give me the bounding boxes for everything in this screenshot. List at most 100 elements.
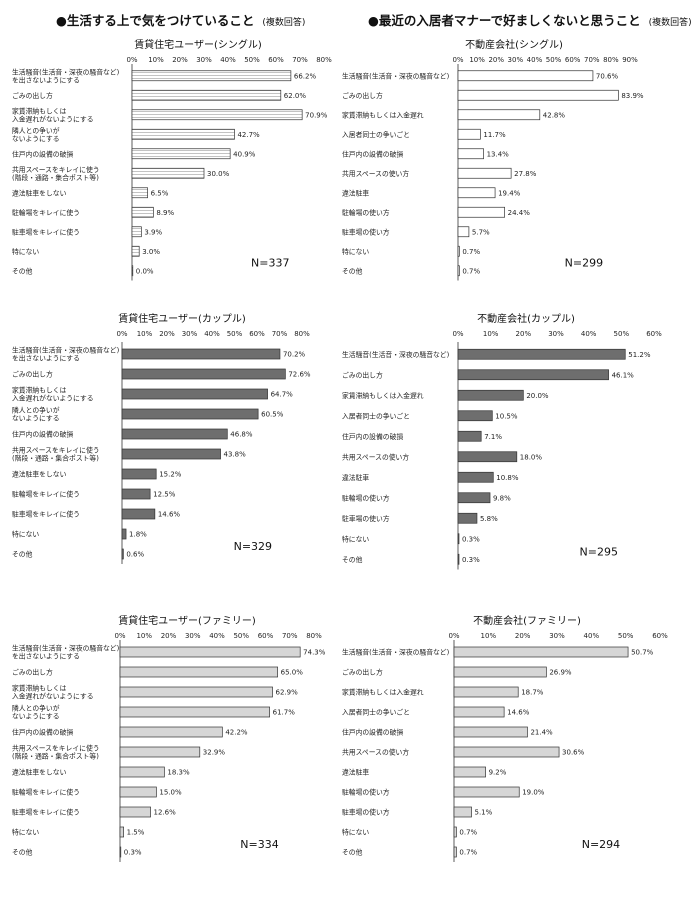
x-tick-label: 40%	[209, 632, 225, 640]
x-tick-label: 50%	[614, 330, 630, 338]
chart-title: 不動産会社(カップル)	[477, 312, 575, 325]
bar	[457, 369, 609, 381]
category-label: 駐輪場の使い方	[342, 208, 390, 217]
bar	[131, 89, 282, 101]
category-label: 駐車場の使い方	[342, 808, 390, 817]
value-label: 65.0%	[281, 669, 304, 677]
bar	[121, 388, 268, 400]
chart-realtor-single: 不動産会社(シングル)0% 10% 20% 30% 40% 50% 60% 70% 80% 90%…	[342, 38, 644, 281]
value-label: 14.6%	[507, 709, 530, 717]
x-tick-label: 40%	[584, 632, 600, 640]
x-tick-label: 10%	[148, 56, 164, 64]
chart-title: 賃貸住宅ユーザー(シングル)	[134, 38, 262, 51]
value-label: 24.4%	[508, 209, 531, 217]
value-label: 0.0%	[136, 267, 154, 275]
bar	[453, 786, 520, 798]
category-label: その他	[342, 266, 363, 275]
value-label: 6.5%	[151, 189, 169, 197]
bar	[457, 348, 626, 360]
category-label: 隣人との争いがないようにする	[12, 704, 60, 721]
x-tick-label: 0%	[452, 330, 463, 338]
category-label: 住戸内の設備の破損	[342, 728, 403, 737]
chart-user-couple: 賃貸住宅ユーザー(カップル) 0% 10% 20% 30% 40% 50% 60% 70% 80%…	[12, 312, 311, 564]
value-label: 5.8%	[480, 515, 498, 523]
x-tick-label: 60%	[268, 56, 284, 64]
bar	[457, 128, 481, 140]
value-label: 60.5%	[261, 411, 284, 419]
bar	[131, 187, 148, 199]
sample-size-label: N=329	[234, 540, 272, 553]
bar	[453, 746, 560, 758]
category-label: 駐輪場をキレイに使う	[12, 208, 80, 217]
value-label: 0.7%	[459, 849, 477, 857]
value-label: 42.8%	[543, 111, 566, 119]
x-tick-label: 50%	[227, 330, 243, 338]
value-label: 7.1%	[484, 433, 502, 441]
x-tick-label: 80%	[316, 56, 332, 64]
bar	[457, 226, 470, 238]
value-label: 70.6%	[596, 72, 619, 80]
category-label: ごみの出し方	[342, 370, 383, 379]
value-label: 64.7%	[271, 391, 294, 399]
sample-size-label: N=299	[565, 257, 603, 270]
bar	[457, 89, 619, 101]
category-label: 生活騒音(生活音・深夜の騒音など)	[342, 350, 450, 359]
x-tick-label: 10%	[136, 632, 152, 640]
value-label: 0.7%	[459, 829, 477, 837]
chart-title: 不動産会社(シングル)	[465, 38, 563, 51]
x-tick-label: 60%	[249, 330, 265, 338]
bar	[131, 206, 154, 218]
bar	[121, 368, 286, 380]
value-label: 3.9%	[144, 228, 162, 236]
category-label: 駐輪場の使い方	[342, 788, 390, 797]
value-label: 0.7%	[462, 267, 480, 275]
value-label: 10.5%	[495, 412, 518, 420]
x-tick-label: 20%	[172, 56, 188, 64]
bar	[453, 846, 457, 858]
x-tick-label: 30%	[182, 330, 198, 338]
category-label: ごみの出し方	[12, 668, 53, 677]
x-tick-label: 20%	[161, 632, 177, 640]
bar	[121, 348, 281, 360]
category-label: ごみの出し方	[342, 91, 383, 100]
x-tick-label: 0%	[448, 632, 459, 640]
x-tick-label: 20%	[516, 330, 532, 338]
bar	[131, 70, 292, 82]
category-label: 駐車場をキレイに使う	[12, 510, 80, 519]
bar	[131, 226, 142, 238]
chart-user-single: 賃貸住宅ユーザー(シングル) 0% 10% 20% 30% 40% 50% 60% 70% 80%…	[12, 38, 332, 281]
value-label: 1.8%	[129, 531, 147, 539]
bar	[453, 726, 528, 738]
x-tick-label: 0%	[126, 56, 137, 64]
value-label: 9.2%	[489, 769, 507, 777]
category-label: 生活騒音(生活音・深夜の騒音など)	[342, 648, 450, 657]
bar	[457, 471, 494, 483]
bar	[119, 706, 270, 718]
bar	[119, 686, 273, 698]
bar	[453, 646, 629, 658]
bar	[457, 451, 518, 463]
category-label: 違法駐車をしない	[12, 188, 67, 197]
category-label: 駐輪場をキレイに使う	[12, 490, 80, 499]
bar	[131, 245, 140, 257]
x-tick-label: 30%	[508, 56, 524, 64]
value-label: 21.4%	[530, 729, 553, 737]
chart-realtor-family: 不動産会社(ファミリー) 0% 10% 20% 30% 40% 50% 60% 生活騒音(生活音…	[342, 614, 668, 862]
value-label: 8.9%	[156, 209, 174, 217]
x-tick-label: 80%	[603, 56, 619, 64]
bar	[121, 468, 157, 480]
category-label: 駐車場をキレイに使う	[12, 808, 80, 817]
x-tick-label: 0%	[452, 56, 463, 64]
category-label: その他	[342, 555, 363, 564]
value-label: 0.3%	[462, 556, 480, 564]
value-label: 51.2%	[628, 351, 651, 359]
value-label: 30.6%	[562, 749, 585, 757]
category-label: 隣人との争いがないようにする	[12, 406, 60, 423]
bar	[457, 109, 541, 121]
x-tick-label: 20%	[515, 632, 531, 640]
bar	[457, 70, 594, 82]
x-tick-label: 50%	[244, 56, 260, 64]
bar	[121, 508, 156, 520]
bar	[131, 148, 231, 160]
bar	[119, 786, 157, 798]
